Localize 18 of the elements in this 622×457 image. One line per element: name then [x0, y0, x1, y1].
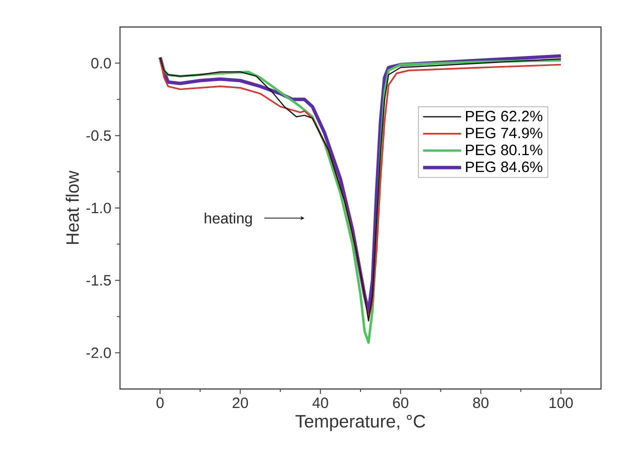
x-tick-label: 100	[550, 398, 573, 408]
legend-label: PEG 74.9%	[466, 128, 542, 138]
y-tick-label: -0.5	[86, 130, 111, 141]
x-tick-label: 80	[473, 398, 488, 408]
legend-label: PEG 80.1%	[466, 144, 542, 156]
legend-label: PEG 62.2%	[466, 110, 542, 122]
y-tick-label: 0.0	[91, 58, 111, 68]
x-tick-label: 20	[232, 398, 248, 408]
legend-label: PEG 84.6%	[466, 162, 542, 172]
y-tick-label: -1.0	[86, 202, 111, 214]
x-tick-label: 40	[312, 398, 328, 408]
annotation: heating	[204, 212, 252, 227]
y-tick-label: -2.0	[86, 347, 111, 358]
x-axis-title: Temperature, °C	[296, 414, 426, 432]
x-tick-label: 60	[393, 398, 408, 408]
y-axis-title: Heat flow	[66, 170, 79, 244]
x-tick-label: 0	[156, 398, 164, 408]
y-tick-label: -1.5	[86, 275, 111, 286]
